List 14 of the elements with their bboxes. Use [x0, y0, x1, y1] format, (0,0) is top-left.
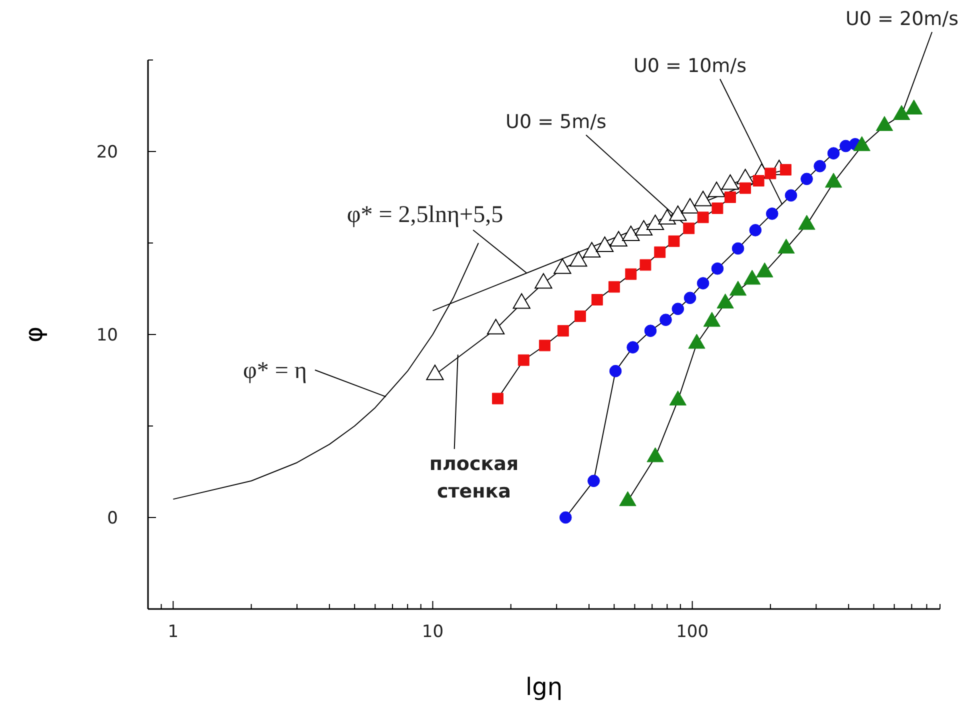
x-tick-label: 10: [422, 622, 444, 642]
y-tick-label: 0: [107, 508, 118, 528]
y-axis-title: φ: [20, 326, 48, 342]
x-tick-label: 1: [168, 622, 179, 642]
annotation: φ* = 2,5lnη+5,5: [346, 202, 504, 228]
y-tick-label: 20: [96, 142, 118, 162]
x-axis-title: lgη: [525, 673, 563, 701]
annotation: U0 = 20m/s: [846, 8, 958, 30]
annotation: плоская стенка: [429, 453, 519, 503]
y-tick-label: 10: [96, 325, 118, 346]
annotation: φ* = η: [243, 358, 307, 384]
x-tick-label: 100: [676, 622, 709, 642]
annotation: U0 = 10m/s: [634, 55, 746, 77]
annotation: U0 = 5m/s: [506, 111, 606, 133]
